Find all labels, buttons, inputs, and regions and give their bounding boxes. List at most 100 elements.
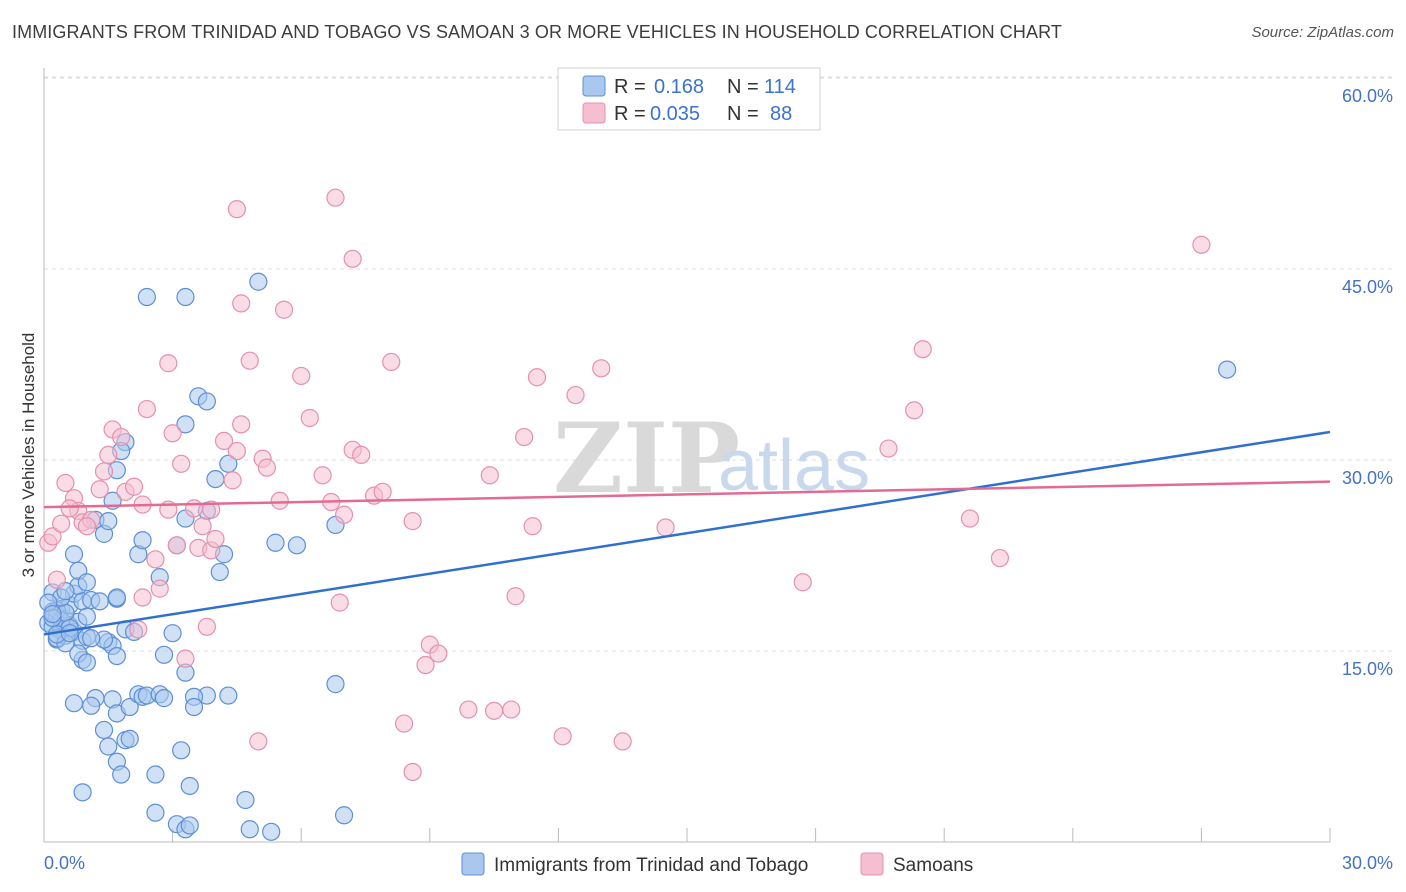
trinidad-point-40: [90, 592, 109, 611]
trinidad-point-91: [133, 531, 152, 550]
samoan-point-3: [47, 570, 66, 589]
samoan-point-43: [373, 482, 392, 501]
legend-swatch-samoan: [582, 102, 606, 124]
samoan-point-77: [129, 620, 148, 639]
axes-layer: [43, 68, 1331, 843]
samoan-point-61: [592, 359, 611, 378]
samoan-point-28: [227, 441, 246, 461]
trinidad-point-102: [249, 272, 268, 291]
samoan-point-1: [43, 527, 62, 546]
samoan-point-57: [523, 517, 542, 536]
trinidad-point-110: [43, 604, 62, 624]
legend-n-value-2: 88: [770, 103, 792, 125]
samoan-point-60: [566, 385, 585, 405]
x-tick-label-0: 0.0%: [44, 853, 85, 873]
trinidad-point-62: [154, 689, 174, 708]
samoan-point-73: [343, 249, 362, 268]
samoan-point-22: [172, 454, 191, 473]
samoan-trend-line: [43, 480, 1331, 509]
trinidad-point-54: [82, 696, 101, 715]
samoan-point-85: [330, 593, 349, 612]
samoan-point-69: [990, 548, 1010, 568]
trinidad-point-78: [240, 820, 259, 839]
x-tick-label-1: 30.0%: [1342, 853, 1393, 873]
trend-lines: [43, 430, 1331, 636]
samoan-point-83: [206, 529, 225, 549]
legend-r-label-1: R =: [614, 76, 646, 98]
samoan-point-46: [394, 714, 414, 733]
samoan-point-11: [94, 462, 114, 481]
trinidad-point-48: [107, 588, 126, 607]
samoan-point-23: [184, 499, 204, 518]
trinidad-point-103: [137, 287, 156, 307]
trinidad-point-105: [266, 533, 285, 552]
samoan-point-86: [60, 499, 79, 518]
trinidad-point-68: [112, 765, 131, 784]
y-tick-labels: 15.0% 30.0% 45.0% 60.0%: [1342, 86, 1393, 679]
series-legend-swatch-trinidad: [461, 852, 485, 876]
samoan-point-51: [459, 700, 478, 719]
x-tick-labels: 0.0% 30.0%: [44, 853, 1393, 873]
trinidad-point-32: [77, 573, 96, 592]
trinidad-point-108: [1218, 360, 1237, 379]
trinidad-point-79: [262, 822, 281, 841]
source-label: Source: ZipAtlas.com: [1251, 24, 1394, 41]
samoan-point-32: [257, 458, 277, 477]
samoan-point-27: [223, 471, 242, 490]
trinidad-point-70: [146, 765, 165, 784]
samoan-point-66: [905, 401, 924, 420]
series-legend-swatch-samoan: [860, 852, 884, 876]
trinidad-point-83: [154, 645, 174, 664]
trinidad-point-51: [77, 653, 96, 672]
trinidad-point-73: [146, 803, 165, 822]
trinidad-point-35: [99, 512, 118, 531]
series-trinidad-points: [39, 272, 1237, 841]
trinidad-point-17: [77, 607, 96, 626]
samoan-point-56: [515, 427, 534, 447]
legend-r-label-2: R =: [614, 103, 646, 125]
correlation-legend: R = 0.168 N = 114 R = 0.035 N = 88: [557, 67, 821, 131]
y-tick-label-2: 45.0%: [1342, 277, 1393, 297]
series-legend: Immigrants from Trinidad and Tobago Samo…: [461, 852, 973, 876]
trinidad-point-64: [99, 737, 118, 756]
series-legend-label-trinidad: Immigrants from Trinidad and Tobago: [494, 855, 808, 876]
samoan-point-52: [480, 466, 499, 485]
samoan-point-67: [913, 340, 932, 359]
trinidad-point-66: [120, 729, 139, 748]
trinidad-point-101: [197, 392, 216, 411]
samoan-point-48: [416, 655, 435, 675]
samoan-point-54: [502, 700, 521, 719]
samoan-point-47: [403, 762, 422, 782]
legend-swatch-trinidad: [582, 75, 606, 97]
samoan-point-64: [793, 573, 812, 592]
trinidad-point-80: [334, 806, 354, 825]
samoan-point-16: [124, 477, 144, 496]
samoan-point-39: [334, 505, 354, 524]
trinidad-point-95: [206, 470, 225, 489]
samoan-point-84: [249, 732, 268, 751]
trinidad-point-76: [180, 816, 199, 835]
trinidad-point-57: [120, 697, 139, 717]
samoan-point-53: [485, 701, 504, 720]
trinidad-point-96: [210, 562, 229, 582]
samoan-point-87: [167, 536, 186, 555]
legend-r-value-2: 0.035: [650, 103, 700, 125]
samoan-point-2: [52, 514, 71, 533]
y-axis-label: 3 or more Vehicles in Household: [19, 333, 38, 578]
samoan-point-75: [159, 354, 178, 373]
samoan-point-19: [146, 550, 165, 569]
samoan-point-74: [232, 294, 251, 313]
samoan-point-78: [150, 579, 169, 598]
samoan-point-45: [403, 512, 422, 531]
samoan-point-70: [1192, 235, 1211, 254]
trinidad-point-111: [60, 624, 79, 643]
legend-n-label-1: N =: [727, 76, 759, 98]
samoan-point-25: [202, 500, 221, 519]
trinidad-point-106: [287, 536, 307, 555]
samoan-point-35: [292, 366, 311, 386]
samoan-point-58: [527, 368, 547, 387]
trinidad-trend-line: [43, 430, 1331, 636]
samoan-point-33: [270, 491, 289, 510]
samoan-point-37: [313, 466, 332, 485]
